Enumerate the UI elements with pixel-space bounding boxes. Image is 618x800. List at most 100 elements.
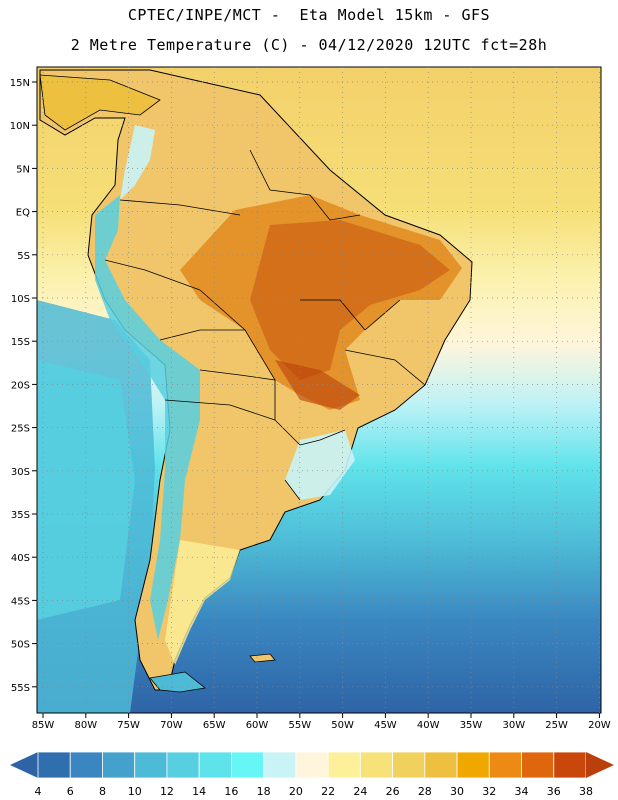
colorbar-bin (263, 751, 297, 779)
colorbar-label: 6 (67, 785, 74, 798)
colorbar-label: 36 (547, 785, 561, 798)
colorbar-label: 26 (386, 785, 400, 798)
colorbar-label: 8 (99, 785, 106, 798)
colorbar-label: 22 (321, 785, 335, 798)
latitude-label: 10S (11, 294, 30, 305)
colorbar-bin (166, 751, 200, 779)
longitude-label: 75W (117, 720, 140, 731)
border-line (284, 479, 301, 501)
colorbar-bin (424, 751, 458, 779)
colorbar-bin (392, 751, 426, 779)
longitude-label: 35W (460, 720, 483, 731)
border-line (309, 194, 361, 221)
border-line (344, 349, 426, 386)
colorbar-label: 28 (418, 785, 432, 798)
map-panel (37, 67, 601, 713)
latitude-labels: 15N 10N 5N EQ 5S 10S 15S 20S 25S 30S 35S 40S 45S 50S 5… (10, 78, 30, 694)
longitude-label: 65W (203, 720, 226, 731)
latitude-label: 10N (10, 121, 30, 132)
latitude-label: EQ (16, 208, 30, 219)
latitude-label: 40S (11, 553, 30, 564)
colorbar-label: 10 (128, 785, 142, 798)
colorbar-bin (456, 751, 490, 779)
latitude-label: 55S (11, 683, 30, 694)
colorbar-label: 38 (579, 785, 593, 798)
graticule (32, 67, 601, 718)
border-line (104, 259, 201, 291)
border-line (300, 299, 366, 331)
latitude-label: 20S (11, 380, 30, 391)
longitude-label: 70W (160, 720, 183, 731)
patagonia-mild (165, 540, 240, 665)
latitude-label: 35S (11, 510, 30, 521)
falkland-islands (249, 653, 276, 663)
longitude-label: 55W (288, 720, 311, 731)
cool-southeast-coast (285, 430, 355, 500)
northern-andes-cool (120, 125, 155, 200)
andes-cold-strip (95, 195, 200, 640)
border-line (299, 429, 346, 446)
map-frame (36, 66, 602, 714)
colorbar-label: 12 (160, 785, 174, 798)
latitude-label: 5N (16, 164, 30, 175)
border-line (249, 149, 311, 196)
colorbar-label: 34 (515, 785, 529, 798)
central-america (39, 74, 161, 131)
colorbar-label: 16 (224, 785, 238, 798)
colorbar-bin (69, 751, 103, 779)
colorbar-bin (37, 751, 71, 779)
colorbar-label: 24 (353, 785, 367, 798)
longitude-label: 80W (74, 720, 97, 731)
longitude-labels: 85W 80W 75W 70W 65W 60W 55W 50W 45W 40W 35W 30W 25W 2… (32, 720, 611, 731)
colorbar-bin (359, 751, 393, 779)
longitude-label: 30W (502, 720, 525, 731)
map-title-line-2: 2 Metre Temperature (C) - 04/12/2020 12U… (70, 36, 548, 54)
latitude-label: 45S (11, 596, 30, 607)
colorbar-label: 14 (192, 785, 206, 798)
colorbar-bin (231, 751, 265, 779)
longitude-label: 20W (588, 720, 611, 731)
colorbar-bin (327, 751, 361, 779)
longitude-label: 50W (331, 720, 354, 731)
latitude-label: 5S (17, 251, 30, 262)
temperature-colorbar: 4 6 8 10 12 14 16 18 20 22 24 26 28 30 32 34 36 38 (10, 751, 614, 798)
colorbar-bin (134, 751, 168, 779)
longitude-label: 40W (417, 720, 440, 731)
latitude-label: 30S (11, 467, 30, 478)
latitude-label: 15N (10, 78, 30, 89)
pacific-cyan-zone (37, 360, 135, 620)
longitude-label: 25W (545, 720, 568, 731)
border-line (159, 329, 245, 341)
longitude-label: 60W (246, 720, 269, 731)
colorbar-bins (37, 751, 587, 779)
colorbar-bin (102, 751, 136, 779)
border-line (164, 399, 276, 421)
longitude-label: 85W (32, 720, 55, 731)
colorbar-bin (198, 751, 232, 779)
colorbar-label: 30 (450, 785, 464, 798)
colorbar-tick-labels: 4 6 8 10 12 14 16 18 20 22 24 26 28 30 32 34 36 38 (35, 785, 594, 798)
border-line (199, 369, 301, 446)
colorbar-bin (521, 751, 555, 779)
hot-spot-region (275, 360, 360, 410)
border-line (364, 299, 401, 331)
colorbar-bin (295, 751, 329, 779)
colorbar-label: 4 (35, 785, 42, 798)
country-borders (104, 149, 426, 501)
tierra-del-fuego (149, 671, 206, 693)
colorbar-label: 20 (289, 785, 303, 798)
colorbar-bin (488, 751, 522, 779)
colorbar-bin (553, 751, 587, 779)
latitude-label: 25S (11, 424, 30, 435)
colorbar-low-arrow (10, 752, 38, 778)
map-title-line-1: CPTEC/INPE/MCT - Eta Model 15km - GFS (127, 6, 491, 24)
colorbar-label: 18 (257, 785, 271, 798)
colorbar-label: 32 (482, 785, 496, 798)
border-line (119, 199, 241, 216)
hottest-core-region (250, 220, 450, 380)
colorbar-high-arrow (586, 752, 614, 778)
longitude-label: 45W (374, 720, 397, 731)
latitude-label: 50S (11, 640, 30, 651)
latitude-label: 15S (11, 337, 30, 348)
